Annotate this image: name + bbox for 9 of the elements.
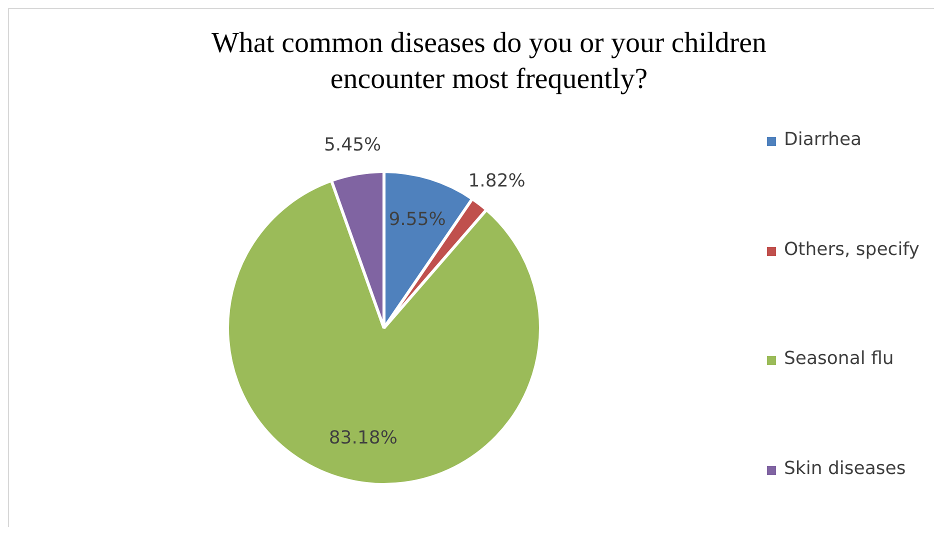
legend-label: Others, specify <box>784 238 920 260</box>
legend-label: Diarrhea <box>784 129 862 150</box>
legend-label: Skin diseases <box>784 458 906 478</box>
data-label: 9.55% <box>388 209 446 230</box>
data-label: 1.82% <box>468 170 526 192</box>
legend-label: Seasonal flu <box>784 348 894 369</box>
data-label: 5.45% <box>324 134 382 156</box>
data-label: 83.18% <box>328 427 398 448</box>
chart-title: What common diseases do you or your children encounter most frequently? <box>210 26 768 97</box>
